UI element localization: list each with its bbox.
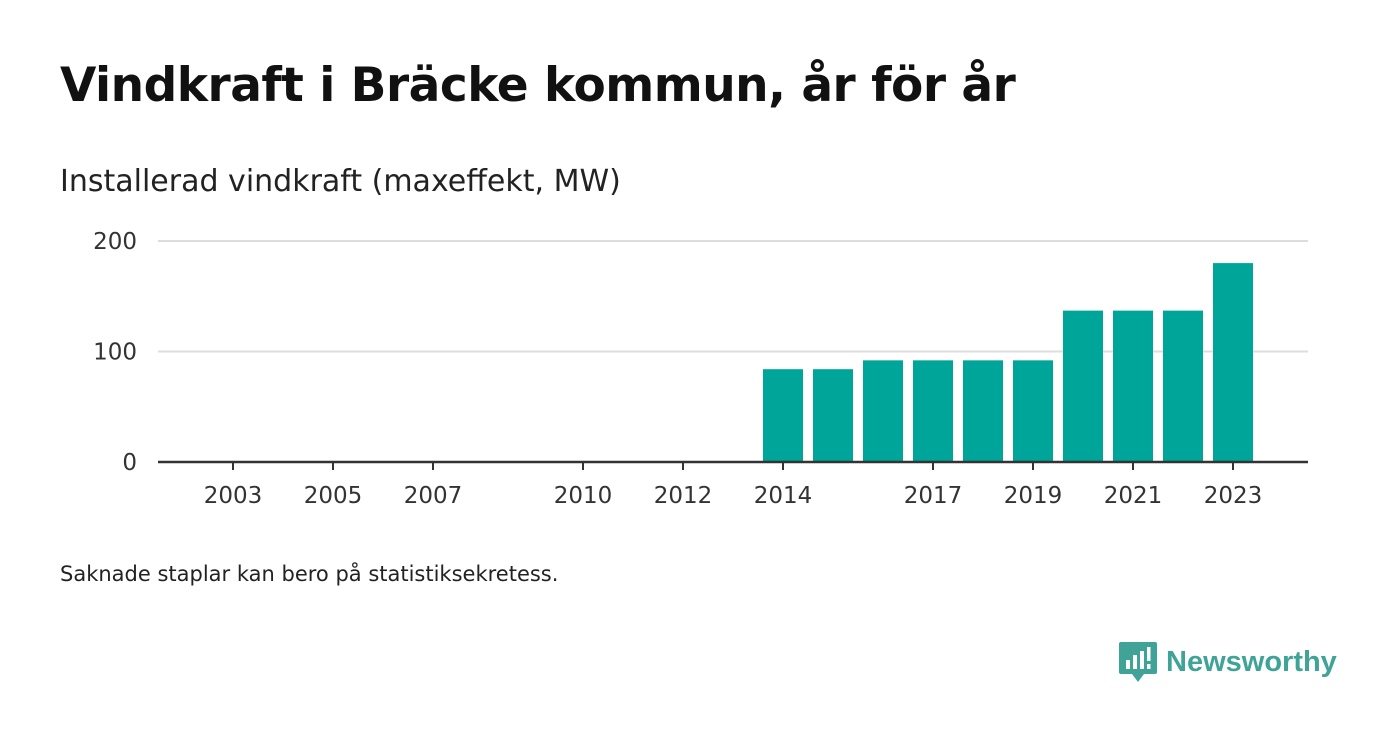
y-tick-label: 100 xyxy=(93,340,137,366)
x-tick-label: 2003 xyxy=(204,483,263,509)
x-tick-label: 2023 xyxy=(1204,483,1263,509)
bar xyxy=(1213,263,1253,462)
x-tick-label: 2021 xyxy=(1104,483,1163,509)
x-tick-label: 2007 xyxy=(404,483,463,509)
x-tick-label: 2010 xyxy=(554,483,613,509)
chart-title: Vindkraft i Bräcke kommun, år för år xyxy=(60,58,1016,113)
bar xyxy=(763,369,803,462)
x-tick-label: 2019 xyxy=(1004,483,1063,509)
x-tick-label: 2012 xyxy=(654,483,713,509)
bar xyxy=(863,360,903,462)
x-tick-label: 2017 xyxy=(904,483,963,509)
newsworthy-logo-icon xyxy=(1119,642,1157,682)
bars xyxy=(763,263,1253,462)
bar xyxy=(1113,310,1153,462)
brand-name: Newsworthy xyxy=(1166,645,1337,678)
axes: 0 100 200 2003 2005 2007 2010 2012 2014 2017 2019 2… xyxy=(93,229,1308,509)
bar xyxy=(1163,310,1203,462)
bar xyxy=(963,360,1003,462)
bar xyxy=(1013,360,1053,462)
bar xyxy=(813,369,853,462)
brand-logo[interactable]: Newsworthy xyxy=(1118,640,1337,684)
bar xyxy=(913,360,953,462)
y-tick-label: 0 xyxy=(122,450,137,476)
x-tick-label: 2005 xyxy=(304,483,363,509)
y-tick-label: 200 xyxy=(93,229,137,255)
x-tick-label: 2014 xyxy=(754,483,813,509)
bar xyxy=(1063,310,1103,462)
chart-subtitle: Installerad vindkraft (maxeffekt, MW) xyxy=(60,164,621,199)
footnote: Saknade staplar kan bero på statistiksek… xyxy=(60,562,559,586)
bar-chart: 0 100 200 2003 2005 2007 2010 2012 2014 2017 2019 2… xyxy=(93,229,1308,509)
